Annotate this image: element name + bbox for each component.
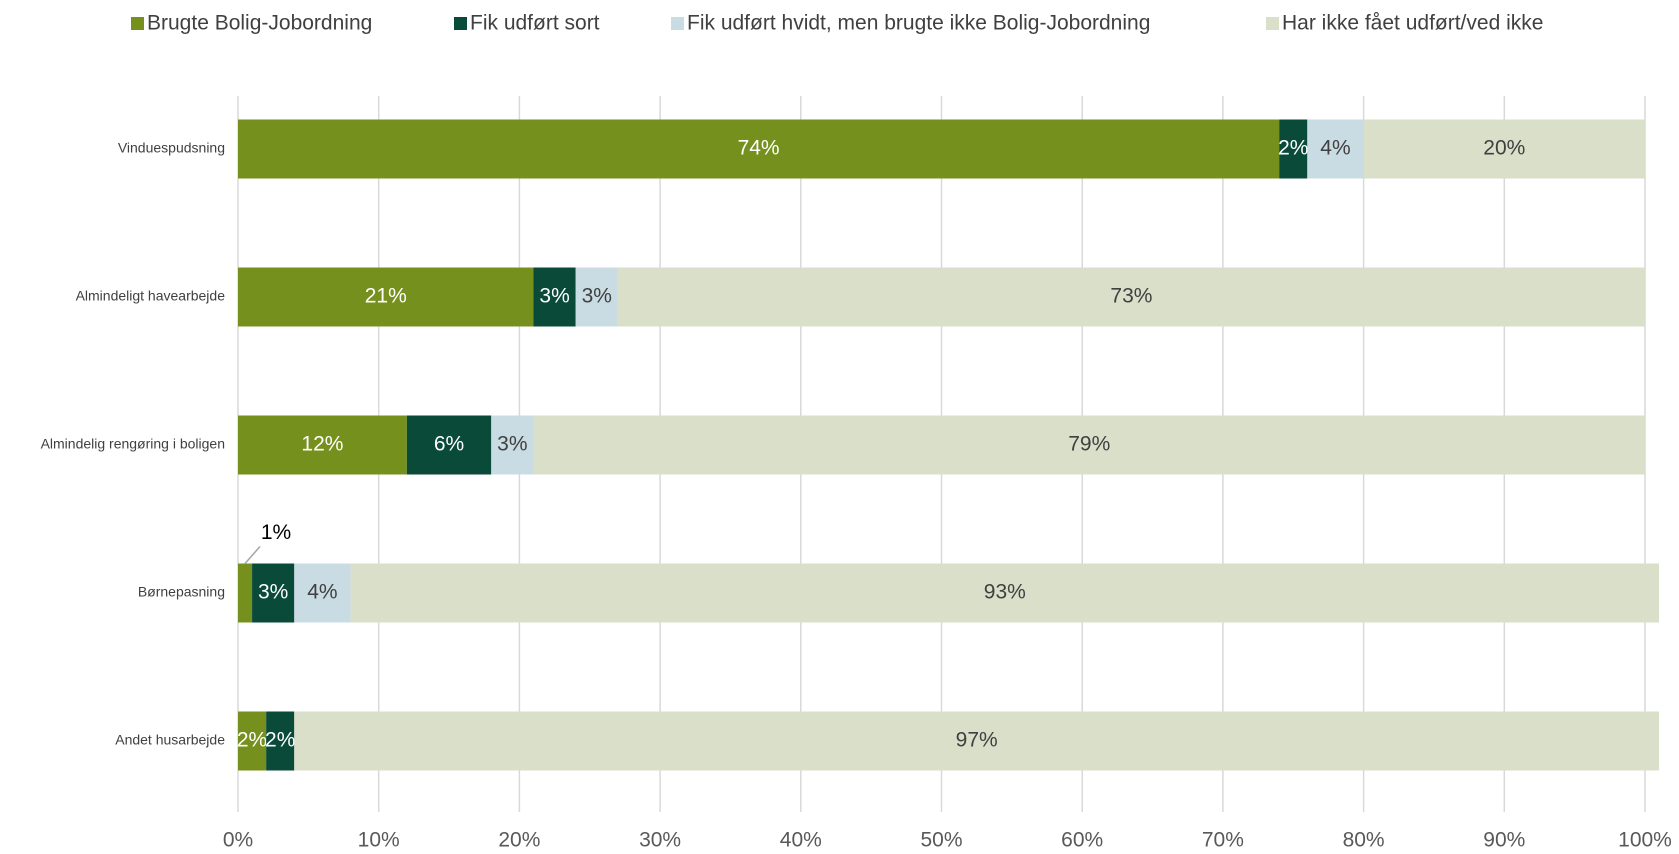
legend-label: Har ikke fået udført/ved ikke	[1282, 12, 1543, 35]
data-label: 73%	[1110, 285, 1152, 308]
data-label: 2%	[237, 729, 267, 752]
bar-segment	[294, 711, 1660, 771]
legend-swatch	[671, 17, 684, 30]
legend-swatch	[454, 17, 467, 30]
category-label: Vinduespudsning	[118, 140, 225, 156]
data-label: 6%	[434, 433, 464, 456]
bar-segment	[1279, 119, 1308, 179]
data-label: 2%	[1278, 137, 1308, 160]
bar-segment	[406, 415, 492, 475]
data-label: 79%	[1068, 433, 1110, 456]
bar-segment	[238, 119, 1280, 179]
bar-segment	[575, 267, 618, 327]
data-label: 4%	[307, 581, 337, 604]
data-label: 12%	[301, 433, 343, 456]
data-label: 4%	[1320, 137, 1350, 160]
data-label: 21%	[365, 285, 407, 308]
bar-segment	[238, 267, 534, 327]
legend-label: Fik udført hvidt, men brugte ikke Bolig-…	[687, 12, 1150, 35]
x-tick-label: 50%	[920, 829, 962, 852]
bar-segment	[238, 563, 253, 623]
bar-segment	[238, 415, 407, 475]
data-label: 2%	[265, 729, 295, 752]
x-tick-label: 10%	[358, 829, 400, 852]
legend-swatch	[1266, 17, 1279, 30]
category-label: Andet husarbejde	[115, 732, 225, 748]
data-label: 93%	[984, 581, 1026, 604]
x-tick-label: 20%	[498, 829, 540, 852]
data-label: 97%	[956, 729, 998, 752]
legend-label: Fik udført sort	[470, 12, 600, 35]
data-label: 3%	[258, 581, 288, 604]
leader-line	[244, 546, 261, 564]
bar-segment	[294, 563, 351, 623]
legend-swatch	[131, 17, 144, 30]
bar-segment	[1307, 119, 1364, 179]
category-label: Almindelig rengøring i boligen	[41, 436, 225, 452]
x-tick-label: 30%	[639, 829, 681, 852]
bar-segment	[350, 563, 1660, 623]
x-tick-label: 0%	[223, 829, 253, 852]
x-tick-label: 90%	[1483, 829, 1525, 852]
bar-segment	[491, 415, 534, 475]
bar-segment	[252, 563, 295, 623]
data-label: 3%	[582, 285, 612, 308]
data-label: 1%	[261, 521, 291, 544]
bar-segment	[617, 267, 1645, 327]
x-tick-label: 100%	[1618, 829, 1672, 852]
bar-segment	[266, 711, 295, 771]
data-label: 3%	[497, 433, 527, 456]
legend-label: Brugte Bolig-Jobordning	[147, 12, 372, 35]
bar-segment	[533, 267, 576, 327]
data-label: 20%	[1483, 137, 1525, 160]
x-tick-label: 70%	[1202, 829, 1244, 852]
bar-segment	[238, 711, 267, 771]
x-tick-label: 80%	[1343, 829, 1385, 852]
category-label: Børnepasning	[138, 584, 225, 600]
data-label: 74%	[738, 137, 780, 160]
data-label: 3%	[539, 285, 569, 308]
bar-segment	[533, 415, 1645, 475]
category-label: Almindeligt havearbejde	[76, 288, 226, 304]
x-tick-label: 40%	[780, 829, 822, 852]
x-tick-label: 60%	[1061, 829, 1103, 852]
bar-segment	[1363, 119, 1645, 179]
